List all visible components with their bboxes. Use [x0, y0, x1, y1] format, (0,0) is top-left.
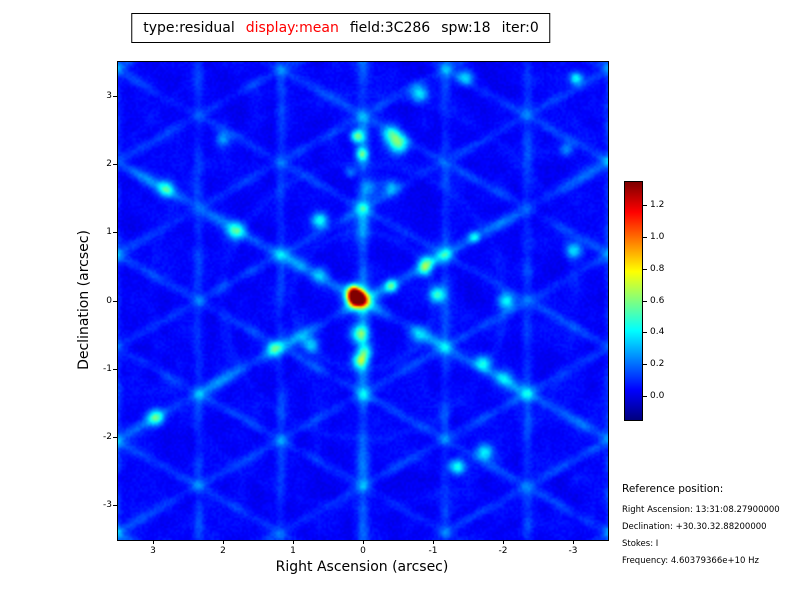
y-tick-mark [113, 232, 117, 234]
y-tick-mark [113, 300, 117, 302]
x-tick-label: -1 [428, 546, 438, 556]
x-tick-label: 2 [220, 546, 226, 556]
reference-line-0: Right Ascension: 13:31:08.27900000 [622, 505, 780, 515]
x-tick-mark [292, 540, 294, 544]
colorbar-tick-label: 0.0 [650, 390, 665, 401]
colorbar-tick-label: 0.8 [650, 263, 665, 274]
x-tick-mark [152, 540, 154, 544]
reference-line-2: Stokes: I [622, 539, 659, 549]
colorbar-tick-label: 1.2 [650, 200, 665, 211]
x-axis-label: Right Ascension (arcsec) [275, 559, 449, 575]
colorbar-tick-label: 0.6 [650, 295, 665, 306]
colorbar-tick-label: 0.4 [650, 327, 665, 338]
colorbar-tick-mark [643, 332, 647, 334]
reference-lines: Right Ascension: 13:31:08.27900000 Declin… [622, 505, 780, 566]
y-tick-label: 3 [106, 90, 112, 101]
y-tick-label: -2 [103, 432, 112, 443]
x-tick-label: -3 [568, 546, 578, 556]
colorbar-tick-label: 1.0 [650, 232, 665, 243]
colorbar-tick-mark [643, 363, 647, 365]
title-part-1: display:mean [245, 20, 339, 36]
colorbar-tick-mark [643, 237, 647, 239]
y-tick-mark [113, 368, 117, 370]
y-tick-label: -1 [103, 363, 112, 374]
reference-line-3: Frequency: 4.60379366e+10 Hz [622, 556, 759, 566]
x-tick-label: -2 [498, 546, 508, 556]
reference-heading: Reference position: [622, 483, 724, 495]
reference-line-1: Declination: +30.30.32.88200000 [622, 522, 767, 532]
x-tick-label: 1 [290, 546, 296, 556]
colorbar-tick-label: 0.2 [650, 358, 665, 369]
y-tick-mark [113, 505, 117, 507]
title-part-4: iter:0 [501, 20, 539, 36]
plot-title-box: type:residual display:mean field:3C286 spw:… [131, 13, 551, 43]
image-plot-frame [117, 61, 609, 541]
x-tick-mark [222, 540, 224, 544]
y-tick-label: 1 [106, 227, 112, 238]
colorbar-tick-mark [643, 205, 647, 207]
y-tick-mark [113, 95, 117, 97]
colorbar-tick-mark [643, 300, 647, 302]
title-part-2: field:3C286 [349, 20, 431, 36]
colorbar-gradient [625, 182, 642, 420]
colorbar-tick-mark [643, 395, 647, 397]
y-tick-label: 2 [106, 158, 112, 169]
title-part-0: type:residual [143, 20, 235, 36]
x-tick-label: 3 [150, 546, 156, 556]
y-tick-label: 0 [106, 295, 112, 306]
x-tick-mark [362, 540, 364, 544]
y-tick-mark [113, 437, 117, 439]
colorbar-frame [624, 181, 643, 421]
colorbar-tick-mark [643, 268, 647, 270]
x-tick-mark [432, 540, 434, 544]
x-tick-mark [572, 540, 574, 544]
x-tick-label: 0 [360, 546, 366, 556]
x-tick-mark [502, 540, 504, 544]
reference-position-block: Reference position: Right Ascension: 13:… [622, 483, 780, 573]
y-tick-label: -3 [103, 500, 112, 511]
y-tick-mark [113, 163, 117, 165]
residual-heatmap-image [118, 62, 608, 540]
title-part-3: spw:18 [441, 20, 491, 36]
